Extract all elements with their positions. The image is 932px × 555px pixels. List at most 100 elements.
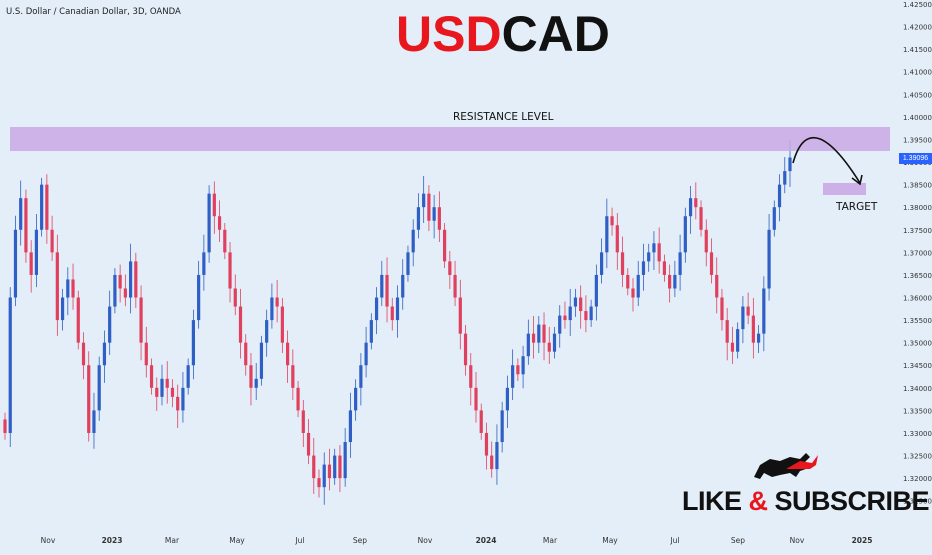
candle-down [223, 229, 227, 253]
candle-up [757, 333, 761, 343]
candle-down [212, 193, 216, 217]
candle-up [8, 297, 12, 433]
candle-up [359, 365, 363, 388]
candle-up [511, 365, 515, 388]
candle-up [647, 252, 651, 262]
candle-down [709, 252, 714, 275]
candle-down [443, 229, 447, 262]
time-tick-label: May [229, 536, 245, 545]
candle-down [275, 297, 279, 307]
candle-up [558, 315, 562, 334]
time-tick-label: Jul [294, 536, 304, 545]
candle-up [97, 365, 101, 411]
candle-down [479, 410, 483, 433]
candle-down [233, 288, 237, 307]
candle-up [270, 297, 274, 321]
candle-down [427, 193, 431, 221]
candle-down [531, 333, 536, 343]
symbol-description[interactable]: U.S. Dollar / Canadian Dollar, 3D, OANDA [6, 7, 181, 17]
candle-down [306, 432, 311, 456]
candle-down [134, 261, 138, 298]
candle-down [3, 419, 7, 433]
candle-down [286, 342, 290, 366]
price-tick-label: 1.33500 [903, 407, 932, 415]
candle-down [87, 365, 91, 433]
candle-down [390, 306, 394, 321]
candle-down [620, 252, 625, 275]
title-quote-currency: CAD [501, 6, 610, 62]
candle-up [19, 198, 23, 230]
candle-up [500, 410, 504, 443]
price-tick-label: 1.35000 [903, 340, 932, 348]
candle-up [343, 442, 347, 479]
candle-down [50, 229, 54, 253]
bull-logo-icon [754, 453, 818, 479]
candle-up [736, 329, 740, 352]
candle-down [490, 455, 494, 470]
candle-up [108, 306, 112, 343]
candle-up [594, 274, 598, 307]
candle-down [176, 396, 180, 411]
candle-up [207, 193, 211, 253]
candle-down [725, 320, 729, 343]
price-tick-label: 1.38500 [903, 182, 932, 190]
candle-down [746, 306, 750, 316]
candle-up [202, 252, 206, 275]
candle-down [626, 274, 630, 289]
candle-up [573, 297, 578, 307]
candle-up [432, 207, 436, 221]
resistance-zone[interactable] [10, 127, 890, 151]
time-tick-label: Sep [731, 536, 745, 545]
candle-up [364, 342, 368, 366]
candle-up [34, 229, 38, 275]
candle-down [81, 342, 86, 366]
candle-down [301, 410, 305, 433]
candle-down [584, 311, 588, 321]
candle-up [678, 252, 682, 275]
time-axis[interactable]: Nov 2023 Mar May Jul Sep Nov 2024 Mar May Jul Sep No… [41, 536, 873, 545]
candle-up [160, 378, 164, 397]
price-tick-label: 1.41000 [903, 69, 932, 77]
candle-up [322, 464, 326, 488]
candle-up [641, 261, 646, 275]
candle-up [380, 274, 384, 298]
candle-up [537, 324, 541, 343]
time-tick-label: Mar [543, 536, 558, 545]
candle-down [165, 378, 169, 388]
candle-up [416, 207, 421, 230]
candle-down [704, 229, 708, 253]
candle-up [772, 207, 776, 230]
candle-down [238, 306, 243, 343]
candle-down [118, 274, 122, 289]
candle-up [401, 274, 405, 298]
candle-down [448, 261, 452, 275]
candle-up [777, 184, 782, 208]
candle-down [657, 243, 661, 262]
price-axis[interactable]: 1.42500 1.42000 1.41500 1.41000 1.40500 1.400… [903, 1, 932, 506]
time-tick-label: Jul [669, 536, 679, 545]
candle-up [526, 333, 530, 357]
candle-up [741, 306, 745, 330]
candle-up [422, 193, 426, 208]
candle-up [354, 387, 358, 411]
candle-up [600, 252, 604, 275]
price-tick-label: 1.39500 [903, 136, 932, 144]
arrow-head-icon [851, 174, 863, 186]
candle-down [139, 297, 143, 343]
candle-down [55, 252, 59, 321]
candle-up [333, 455, 337, 479]
time-tick-label: Nov [418, 536, 433, 545]
candle-up [683, 216, 687, 253]
candle-up [552, 333, 557, 352]
time-tick-label: 2024 [476, 536, 497, 545]
candle-down [45, 184, 49, 230]
candle-down [144, 342, 148, 366]
candle-down [244, 342, 248, 366]
target-zone[interactable] [823, 183, 866, 195]
candle-up [369, 320, 373, 343]
time-tick-label: Nov [41, 536, 56, 545]
candle-down [547, 342, 551, 352]
candle-down [437, 207, 441, 230]
